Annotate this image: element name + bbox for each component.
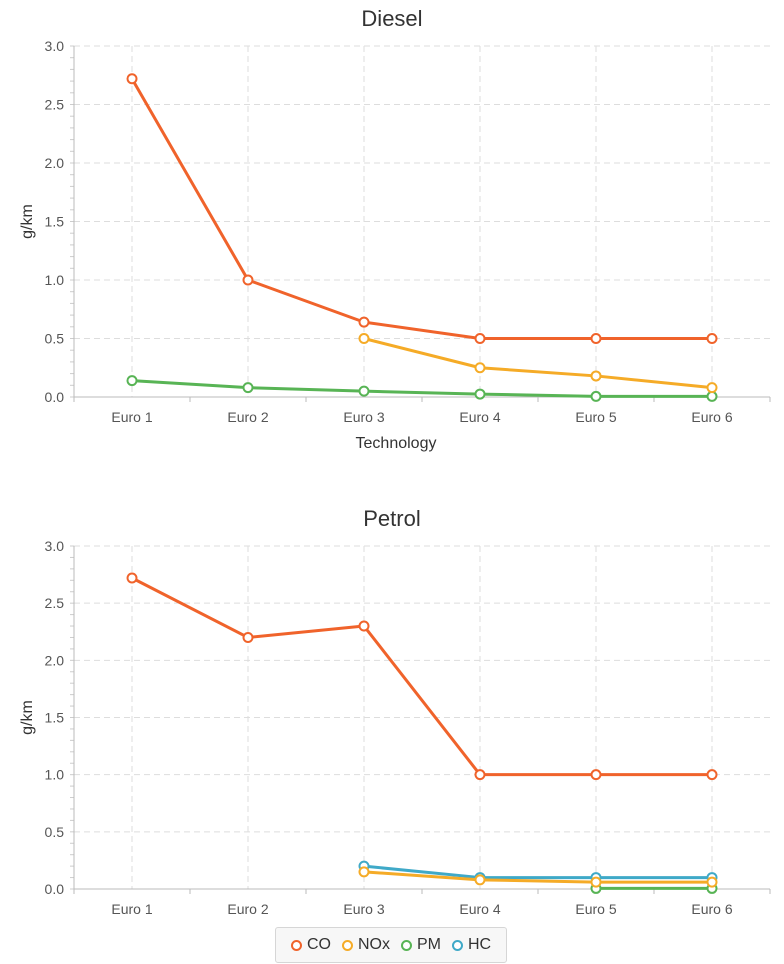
legend-label-hc: HC [467, 936, 492, 953]
diesel-x-tick-label: Euro 4 [459, 409, 500, 425]
petrol-hc-line [363, 864, 712, 880]
petrol-y-axis-label: g/km [19, 700, 36, 735]
diesel-pm-point [706, 390, 718, 402]
diesel-co-point [358, 316, 370, 328]
petrol-co-point [474, 769, 486, 781]
diesel-y-tick-label: 0.0 [45, 389, 65, 405]
diesel-co-point [474, 333, 486, 344]
legend-label-nox: NOx [357, 936, 390, 953]
diesel-x-tick-label: Euro 1 [111, 409, 152, 425]
legend-label-pm: PM [416, 936, 441, 953]
diesel-nox-point [358, 333, 370, 344]
petrol-x-tick-label: Euro 6 [691, 901, 732, 917]
diesel-pm-point [474, 388, 486, 400]
petrol-y-tick-label: 3.0 [45, 538, 65, 554]
diesel-y-tick-label: 1.5 [45, 214, 65, 230]
diesel-y-tick-label: 3.0 [45, 38, 65, 54]
petrol-x-tick-label: Euro 1 [111, 901, 152, 917]
diesel-nox-point [474, 362, 486, 374]
diesel-y-tick-label: 0.5 [45, 331, 65, 347]
petrol-series-nox [358, 866, 718, 888]
diesel-y-tick-label: 2.5 [45, 97, 65, 113]
diesel-chart: Diesel 0.0 0.5 1.0 1.5 2.0 2.5 3.0 Euro 1 Euro 2 E… [19, 6, 771, 452]
diesel-series-co [126, 73, 718, 344]
petrol-y-tick-label: 1.0 [45, 767, 65, 783]
diesel-pm-point [590, 390, 602, 402]
diesel-x-tick-label: Euro 2 [227, 409, 268, 425]
petrol-x-tick-label: Euro 4 [459, 901, 500, 917]
petrol-series-co [126, 572, 718, 781]
diesel-pm-line [131, 379, 712, 398]
diesel-co-point [590, 333, 602, 344]
diesel-x-tick-label: Euro 3 [343, 409, 384, 425]
legend-marker-co [290, 939, 302, 951]
petrol-grid [74, 545, 770, 889]
diesel-nox-line [363, 337, 713, 390]
petrol-nox-point [358, 866, 370, 878]
legend-marker-nox [341, 939, 353, 951]
petrol-y-tick-label: 2.0 [45, 652, 65, 668]
petrol-chart: Petrol 0.0 0.5 1.0 1.5 2.0 2.5 3.0 Euro 1 Euro 2 E… [19, 506, 771, 917]
petrol-y-tick-label: 2.5 [45, 595, 65, 611]
chart-legend: CO NOx PM HC [275, 927, 507, 963]
diesel-pm-point [126, 375, 138, 387]
petrol-x-tick-label: Euro 2 [227, 901, 268, 917]
diesel-x-axis-label: Technology [356, 435, 437, 452]
diesel-nox-point [706, 382, 718, 394]
legend-marker-pm [400, 939, 412, 951]
diesel-nox-point [590, 370, 602, 382]
petrol-co-point [126, 572, 138, 584]
petrol-y-tick-label: 1.5 [45, 710, 65, 726]
petrol-co-point [358, 620, 370, 632]
petrol-y-tick-label: 0.0 [45, 881, 65, 897]
petrol-chart-title: Petrol [363, 506, 420, 531]
petrol-x-tick-label: Euro 5 [575, 901, 616, 917]
diesel-co-point [126, 73, 138, 85]
legend-label-co: CO [306, 936, 331, 953]
diesel-x-tick-label: Euro 6 [691, 409, 732, 425]
diesel-chart-title: Diesel [361, 6, 422, 31]
petrol-nox-point [706, 876, 718, 888]
petrol-co-point [590, 769, 602, 781]
petrol-co-point [706, 769, 718, 781]
diesel-pm-point [358, 385, 370, 397]
legend-item-hc[interactable]: HC [451, 936, 492, 954]
petrol-co-point [242, 631, 254, 643]
legend-item-pm[interactable]: PM [400, 936, 441, 954]
diesel-co-point [242, 274, 254, 286]
diesel-co-point [706, 333, 718, 344]
legend-item-co[interactable]: CO [290, 936, 331, 954]
legend-marker-hc [451, 939, 463, 951]
diesel-grid [74, 45, 770, 397]
petrol-nox-line [363, 870, 712, 884]
diesel-series-pm [126, 375, 718, 402]
diesel-co-line [130, 78, 712, 340]
diesel-pm-point [242, 382, 254, 394]
diesel-y-tick-label: 1.0 [45, 272, 65, 288]
legend-item-nox[interactable]: NOx [341, 936, 390, 954]
diesel-x-tick-label: Euro 5 [575, 409, 616, 425]
petrol-y-tick-label: 0.5 [45, 824, 65, 840]
petrol-nox-point [474, 874, 486, 886]
diesel-y-axis-label: g/km [19, 204, 36, 239]
petrol-x-tick-label: Euro 3 [343, 901, 384, 917]
diesel-series-nox [358, 333, 718, 394]
petrol-co-line [131, 576, 712, 777]
petrol-series-hc [358, 860, 718, 884]
diesel-y-tick-label: 2.0 [45, 155, 65, 171]
petrol-nox-point [590, 876, 602, 888]
